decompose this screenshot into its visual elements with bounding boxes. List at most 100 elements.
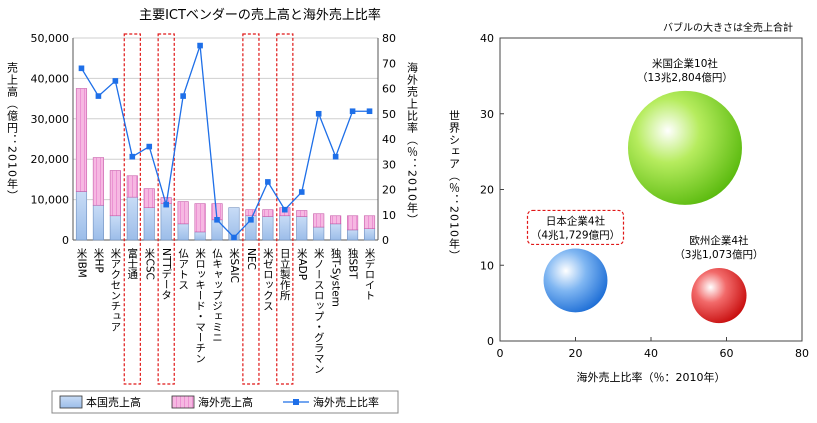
ratio-marker: [129, 153, 136, 160]
x-tick-label: 仏キャップジェミニ: [211, 248, 223, 343]
y-right-tick-label: 30: [382, 158, 396, 171]
bar-line-chart: 0 10,000 20,000 30,000 40,000 50,000 0 10 20 30 40…: [6, 32, 419, 385]
ratio-marker: [112, 78, 119, 84]
highlight-box: [123, 33, 141, 385]
x-tick-label: 日立製作所: [279, 248, 291, 301]
legend-label-ratio: 海外売上比率: [313, 395, 379, 409]
bubble-sublabel: （3兆1,073億円）: [674, 248, 763, 261]
ratio-marker: [315, 110, 322, 117]
y-right-tick-label: 20: [382, 184, 396, 197]
ratio-marker: [180, 93, 186, 99]
ratio-line: [80, 45, 370, 239]
y-right-tick-label: 70: [382, 57, 396, 70]
legend-swatch-overseas: [171, 395, 195, 409]
x-axis-title: 海外売上比率（％：2010年）: [577, 370, 726, 384]
bar-domestic: [262, 216, 274, 241]
bubble-sublabel: （4兆1,729億円）: [531, 228, 620, 241]
ratio-marker: [197, 42, 203, 49]
highlight-box: [157, 33, 175, 385]
ratio-marker: [298, 189, 305, 195]
y-right-axis-title: 海外売上比率（％：2010年）: [406, 61, 419, 226]
x-tick-label: 80: [795, 347, 809, 360]
ratio-marker: [349, 108, 356, 115]
bar-overseas: [75, 88, 88, 192]
y-axis-title: 世界シェア（％：2010年）: [448, 110, 461, 262]
ratio-marker: [231, 234, 237, 241]
bar-overseas: [245, 209, 257, 217]
bubble-note: バブルの大きさは全売上合計: [663, 21, 793, 34]
bar-domestic: [160, 203, 172, 241]
y-right-tick-label: 0: [382, 234, 389, 247]
ratio-marker: [282, 206, 288, 213]
bar-domestic: [126, 196, 138, 241]
bar-domestic: [363, 228, 376, 241]
bar-overseas: [92, 157, 104, 206]
x-tick-label: NEC: [245, 248, 257, 270]
bar-overseas: [296, 210, 308, 217]
ratio-marker: [78, 65, 85, 72]
bar-overseas: [109, 170, 121, 217]
y-left-tick-label: 30,000: [31, 113, 70, 126]
bar-overseas: [363, 215, 376, 229]
highlight-box: [276, 33, 294, 385]
x-tick-label: 60: [720, 347, 734, 360]
bar-overseas: [177, 201, 189, 225]
x-tick-label: 富士通: [126, 247, 138, 279]
x-tick-label: 米HP: [92, 247, 104, 272]
x-tick-label: 0: [497, 347, 504, 360]
x-tick-label: 米ゼロックス: [262, 247, 274, 311]
y-tick-label: 20: [480, 184, 494, 197]
y-right-tick-label: 10: [382, 209, 396, 222]
bar-overseas: [262, 209, 274, 217]
y-tick-label: 40: [480, 32, 494, 45]
x-tick-label: 20: [569, 347, 583, 360]
legend-label-overseas: 海外売上高: [198, 395, 253, 409]
bar-overseas: [313, 213, 325, 228]
bar-domestic: [296, 216, 308, 241]
bar-overseas: [143, 188, 155, 208]
bar-overseas: [126, 175, 138, 198]
bar-domestic: [347, 229, 359, 241]
legend-label-domestic: 本国売上高: [86, 395, 141, 409]
bubble-label-box: [526, 209, 625, 246]
ratio-marker: [332, 153, 339, 160]
legend: 本国売上高 海外売上高 海外売上比率: [51, 390, 399, 414]
x-tick-label: 40: [644, 347, 658, 360]
x-tick-label: 米アクセンチュア: [109, 247, 121, 332]
bar-domestic: [92, 204, 104, 241]
bubble: [691, 267, 747, 324]
bar-domestic: [177, 223, 189, 241]
ratio-marker: [366, 108, 373, 115]
y-left-tick-label: 10,000: [31, 194, 70, 207]
legend-swatch-domestic: [59, 395, 83, 409]
x-tick-label: 米ノースロップ・グラマン: [313, 247, 325, 374]
y-right-tick-label: 60: [382, 83, 396, 96]
x-tick-label: 米デロイト: [364, 247, 376, 300]
bar-domestic: [194, 231, 206, 241]
y-tick-label: 10: [480, 259, 494, 272]
chart-title: 主要ICTベンダーの売上高と海外売上比率: [139, 7, 381, 23]
bar-overseas: [330, 215, 342, 225]
y-left-tick-label: 0: [62, 234, 69, 247]
bubble-label: 米国企業10社: [652, 57, 718, 70]
x-tick-label: 独SBT: [347, 247, 359, 279]
bar-domestic: [313, 226, 325, 241]
bubble: [543, 248, 608, 313]
y-left-tick-label: 50,000: [31, 32, 70, 45]
y-left-tick-label: 40,000: [31, 72, 70, 85]
ratio-marker: [248, 217, 254, 223]
y-right-tick-label: 40: [382, 133, 396, 146]
y-tick-label: 0: [487, 335, 494, 348]
bar-domestic: [143, 207, 155, 241]
y-left-tick-label: 20,000: [31, 153, 70, 166]
x-tick-label: 独T-System: [330, 247, 342, 307]
highlight-box: [242, 33, 260, 385]
y-right-tick-label: 80: [382, 32, 396, 45]
ratio-marker: [95, 93, 102, 99]
ratio-marker: [214, 217, 220, 223]
x-tick-label: 米ADP: [296, 247, 308, 280]
x-tick-label: 米CSC: [143, 247, 155, 280]
x-tick-label: 仏アトス: [177, 248, 189, 290]
